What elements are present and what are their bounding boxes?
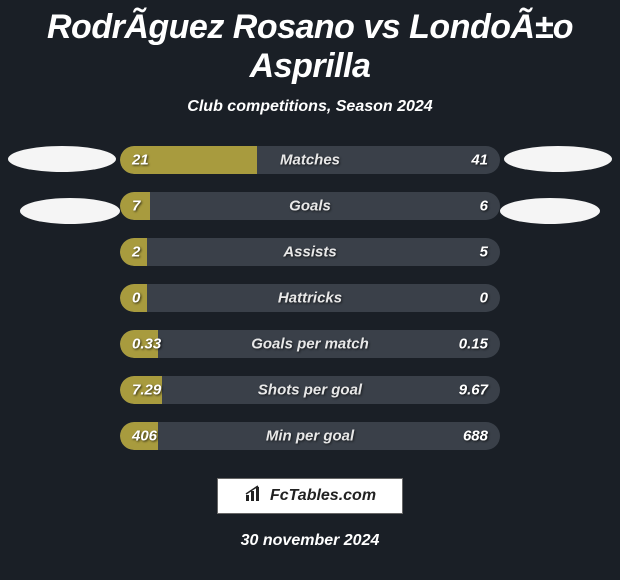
stat-label: Matches: [280, 152, 340, 169]
stat-row: 406 Min per goal 688: [120, 422, 500, 450]
stat-value-right: 9.67: [459, 382, 488, 399]
stat-rows: 21 Matches 41 7 Goals 6 2 Assists 5 0 Hattricks 0 0.…: [120, 146, 500, 450]
stats-area: 21 Matches 41 7 Goals 6 2 Assists 5 0 Hattricks 0 0.…: [0, 146, 620, 450]
stat-row: 21 Matches 41: [120, 146, 500, 174]
stat-row: 0.33 Goals per match 0.15: [120, 330, 500, 358]
stat-value-right: 0.15: [459, 336, 488, 353]
stat-value-left: 0: [132, 290, 140, 307]
stat-value-right: 41: [471, 152, 488, 169]
watermark: FcTables.com: [217, 478, 403, 514]
stat-value-left: 2: [132, 244, 140, 261]
stat-value-right: 6: [480, 198, 488, 215]
player-left-ellipse-1: [8, 146, 116, 172]
stat-value-left: 7: [132, 198, 140, 215]
stat-value-right: 0: [480, 290, 488, 307]
stat-value-right: 5: [480, 244, 488, 261]
stat-row: 2 Assists 5: [120, 238, 500, 266]
stat-value-left: 0.33: [132, 336, 161, 353]
stat-value-left: 21: [132, 152, 149, 169]
stat-label: Shots per goal: [258, 382, 362, 399]
stat-label: Assists: [283, 244, 336, 261]
player-right-ellipse-1: [504, 146, 612, 172]
date-label: 30 november 2024: [0, 532, 620, 550]
watermark-text: FcTables.com: [270, 487, 376, 505]
stat-row: 7.29 Shots per goal 9.67: [120, 376, 500, 404]
stat-label: Goals: [289, 198, 331, 215]
player-right-ellipse-2: [500, 198, 600, 224]
stat-value-left: 7.29: [132, 382, 161, 399]
stat-row: 7 Goals 6: [120, 192, 500, 220]
stat-value-left: 406: [132, 428, 157, 445]
stat-value-right: 688: [463, 428, 488, 445]
stat-label: Hattricks: [278, 290, 342, 307]
stat-label: Goals per match: [251, 336, 369, 353]
page-title: RodrÃ­guez Rosano vs LondoÃ±o Asprilla: [0, 0, 620, 86]
subtitle: Club competitions, Season 2024: [0, 98, 620, 116]
chart-icon: [244, 485, 264, 508]
player-left-ellipse-2: [20, 198, 120, 224]
stat-row: 0 Hattricks 0: [120, 284, 500, 312]
stat-label: Min per goal: [266, 428, 354, 445]
